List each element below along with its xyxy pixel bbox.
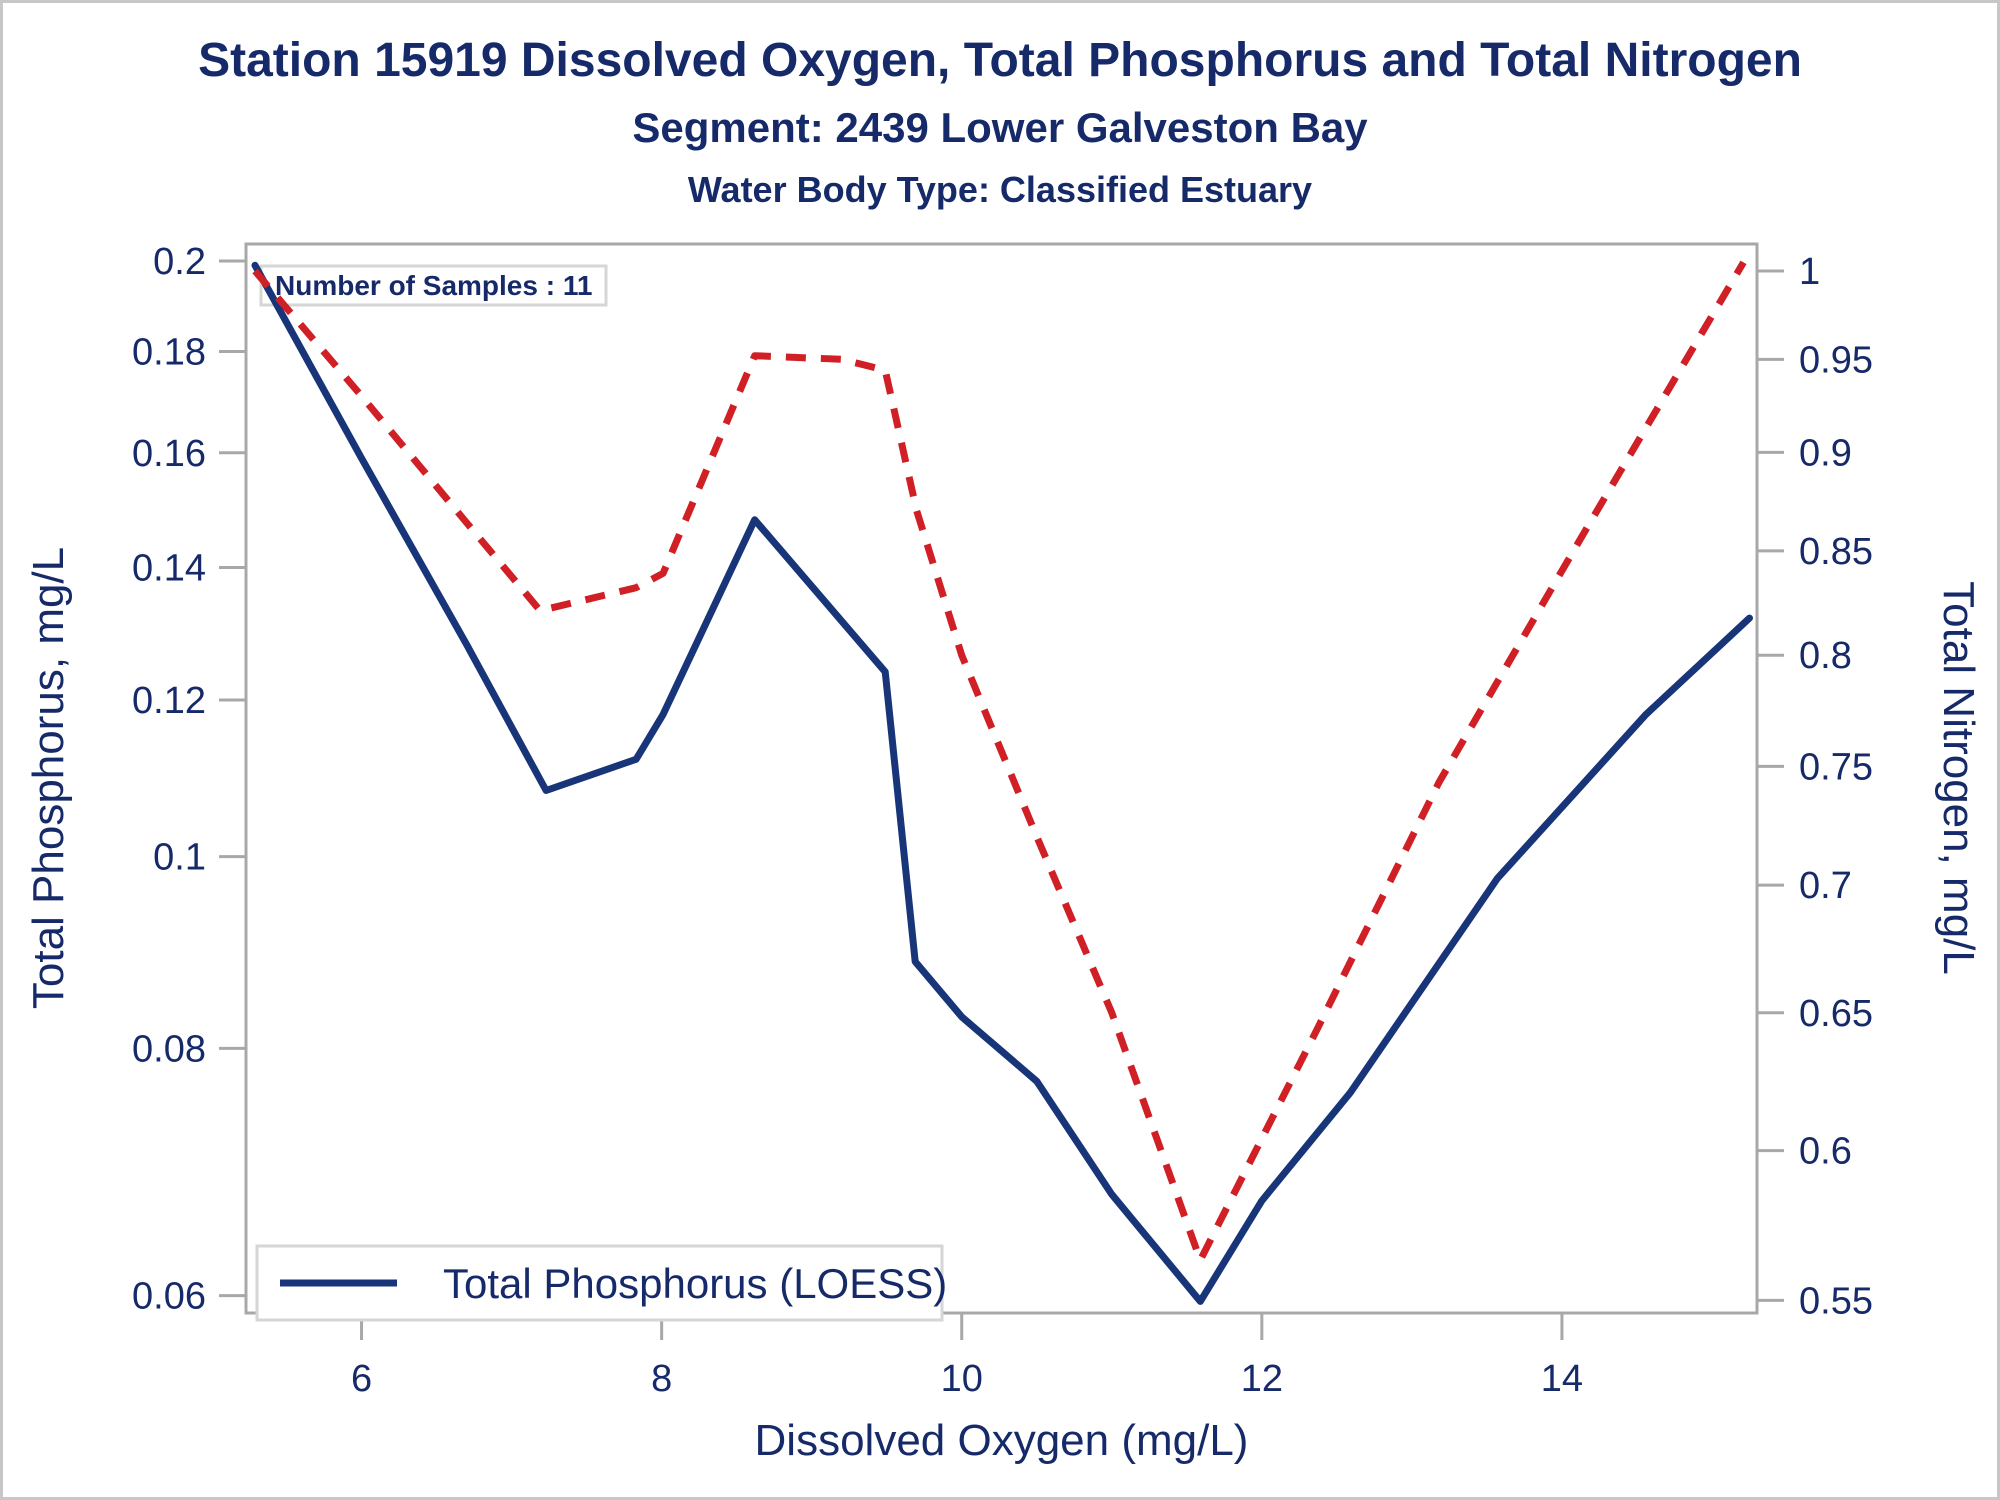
left-axis-tick-label: 0.16 [132, 433, 206, 475]
chart-title-line3: Water Body Type: Classified Estuary [687, 169, 1313, 210]
chart-title-line1: Station 15919 Dissolved Oxygen, Total Ph… [198, 34, 1802, 87]
left-axis-tick-label: 0.18 [132, 332, 206, 374]
right-axis-tick-label: 0.7 [1799, 865, 1852, 907]
right-axis-tick-label: 0.9 [1799, 432, 1852, 474]
left-axis-label: Total Phosphorus, mg/L [24, 547, 73, 1009]
x-axis-tick-label: 12 [1241, 1358, 1283, 1400]
right-axis-tick-label: 0.85 [1799, 531, 1873, 573]
x-axis-tick-label: 6 [351, 1358, 372, 1400]
right-axis-tick-label: 0.75 [1799, 746, 1873, 788]
sample-count-label: Number of Samples : 11 [275, 270, 592, 301]
left-axis-tick-label: 0.14 [132, 548, 206, 590]
left-axis-tick-label: 0.2 [153, 241, 206, 283]
legend-label: Total Phosphorus (LOESS) [443, 1260, 947, 1307]
plot-area: 6 8 10 12 14 0.2 0.18 0.16 0.14 0.12 0.1 0.08 0.06 1 0… [24, 241, 1983, 1465]
right-axis-label: Total Nitrogen, mg/L [1934, 581, 1983, 975]
right-axis-tick-label: 0.95 [1799, 339, 1873, 381]
right-axis-tick-label: 0.6 [1799, 1131, 1852, 1173]
left-axis-tick-label: 0.1 [153, 837, 206, 879]
right-axis-tick-label: 0.65 [1799, 993, 1873, 1035]
left-axis-tick-label: 0.12 [132, 680, 206, 722]
sample-count-box [259, 264, 608, 307]
x-axis-tick-label: 14 [1541, 1358, 1583, 1400]
right-axis-tick-label: 1 [1799, 251, 1820, 293]
x-axis-tick-label: 10 [941, 1358, 983, 1400]
chart-title-line2: Segment: 2439 Lower Galveston Bay [632, 104, 1368, 151]
x-axis-label: Dissolved Oxygen (mg/L) [755, 1416, 1249, 1465]
series-line-total-phosphorus [251, 261, 1753, 1305]
right-axis-tick-label: 0.55 [1799, 1280, 1873, 1322]
series-line-total-nitrogen [252, 260, 1747, 1264]
left-axis-tick-label: 0.06 [132, 1276, 206, 1318]
left-axis-tick-label: 0.08 [132, 1028, 206, 1070]
right-axis-tick-label: 0.8 [1799, 635, 1852, 677]
x-axis-tick-label: 8 [651, 1358, 672, 1400]
plot-frame [244, 242, 1759, 1315]
